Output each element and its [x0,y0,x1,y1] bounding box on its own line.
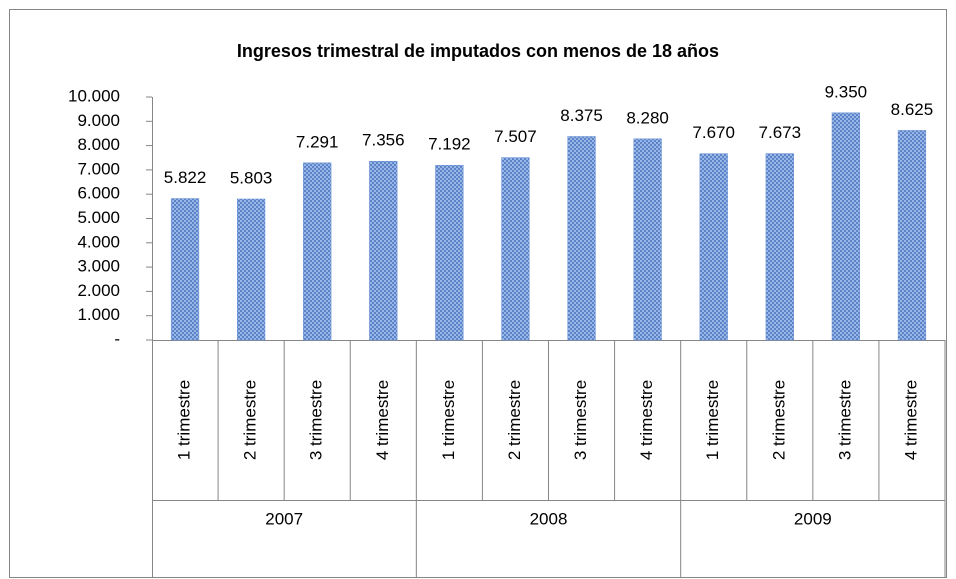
bar [369,160,398,341]
y-tick-label: 10.000 [68,86,120,105]
value-label: 7.192 [428,135,471,154]
y-tick-label: 6.000 [77,184,120,203]
value-label: 7.507 [494,127,537,146]
y-tick-label: 4.000 [77,232,120,251]
value-label: 7.356 [362,131,405,150]
group-label: 2009 [794,509,832,528]
value-label: 5.822 [164,168,207,187]
bar [501,157,530,341]
value-label: 7.670 [692,123,735,142]
x-tick-label: 4 trimestre [373,380,392,460]
bar [567,136,596,341]
x-tick-label: 4 trimestre [637,380,656,460]
group-label: 2007 [265,509,303,528]
x-tick-label: 3 trimestre [571,380,590,460]
x-tick-label: 1 trimestre [703,380,722,460]
value-label: 5.803 [230,168,273,187]
bar [236,198,266,341]
x-tick-label: 3 trimestre [307,380,326,460]
value-label: 7.673 [759,123,802,142]
group-label: 2008 [530,509,568,528]
y-tick-label: 3.000 [77,257,120,276]
chart-border [9,9,947,578]
y-tick-label: - [114,329,120,348]
y-tick-label: 8.000 [77,135,120,154]
x-tick-label: 1 trimestre [439,380,458,460]
bar [897,130,927,341]
y-tick-label: 5.000 [77,208,120,227]
bar [765,153,794,341]
value-label: 8.280 [626,108,669,127]
x-tick-label: 3 trimestre [835,380,854,460]
value-label: 8.625 [891,100,934,119]
x-tick-label: 2 trimestre [241,380,260,460]
bar [633,138,662,341]
chart-title: Ingresos trimestral de imputados con men… [237,41,719,61]
y-tick-label: 2.000 [77,281,120,300]
value-label: 7.291 [296,132,339,151]
bar [170,198,200,341]
x-tick-label: 2 trimestre [769,380,788,460]
y-tick-label: 7.000 [77,159,120,178]
bar [435,164,464,341]
x-tick-label: 2 trimestre [505,380,524,460]
bar [831,112,861,341]
x-tick-label: 4 trimestre [901,380,920,460]
bar [699,153,728,341]
y-tick-label: 1.000 [77,305,120,324]
y-tick-label: 9.000 [77,111,120,130]
bar [303,162,332,341]
x-tick-label: 1 trimestre [175,380,194,460]
value-label: 8.375 [560,106,603,125]
value-label: 9.350 [825,82,868,101]
